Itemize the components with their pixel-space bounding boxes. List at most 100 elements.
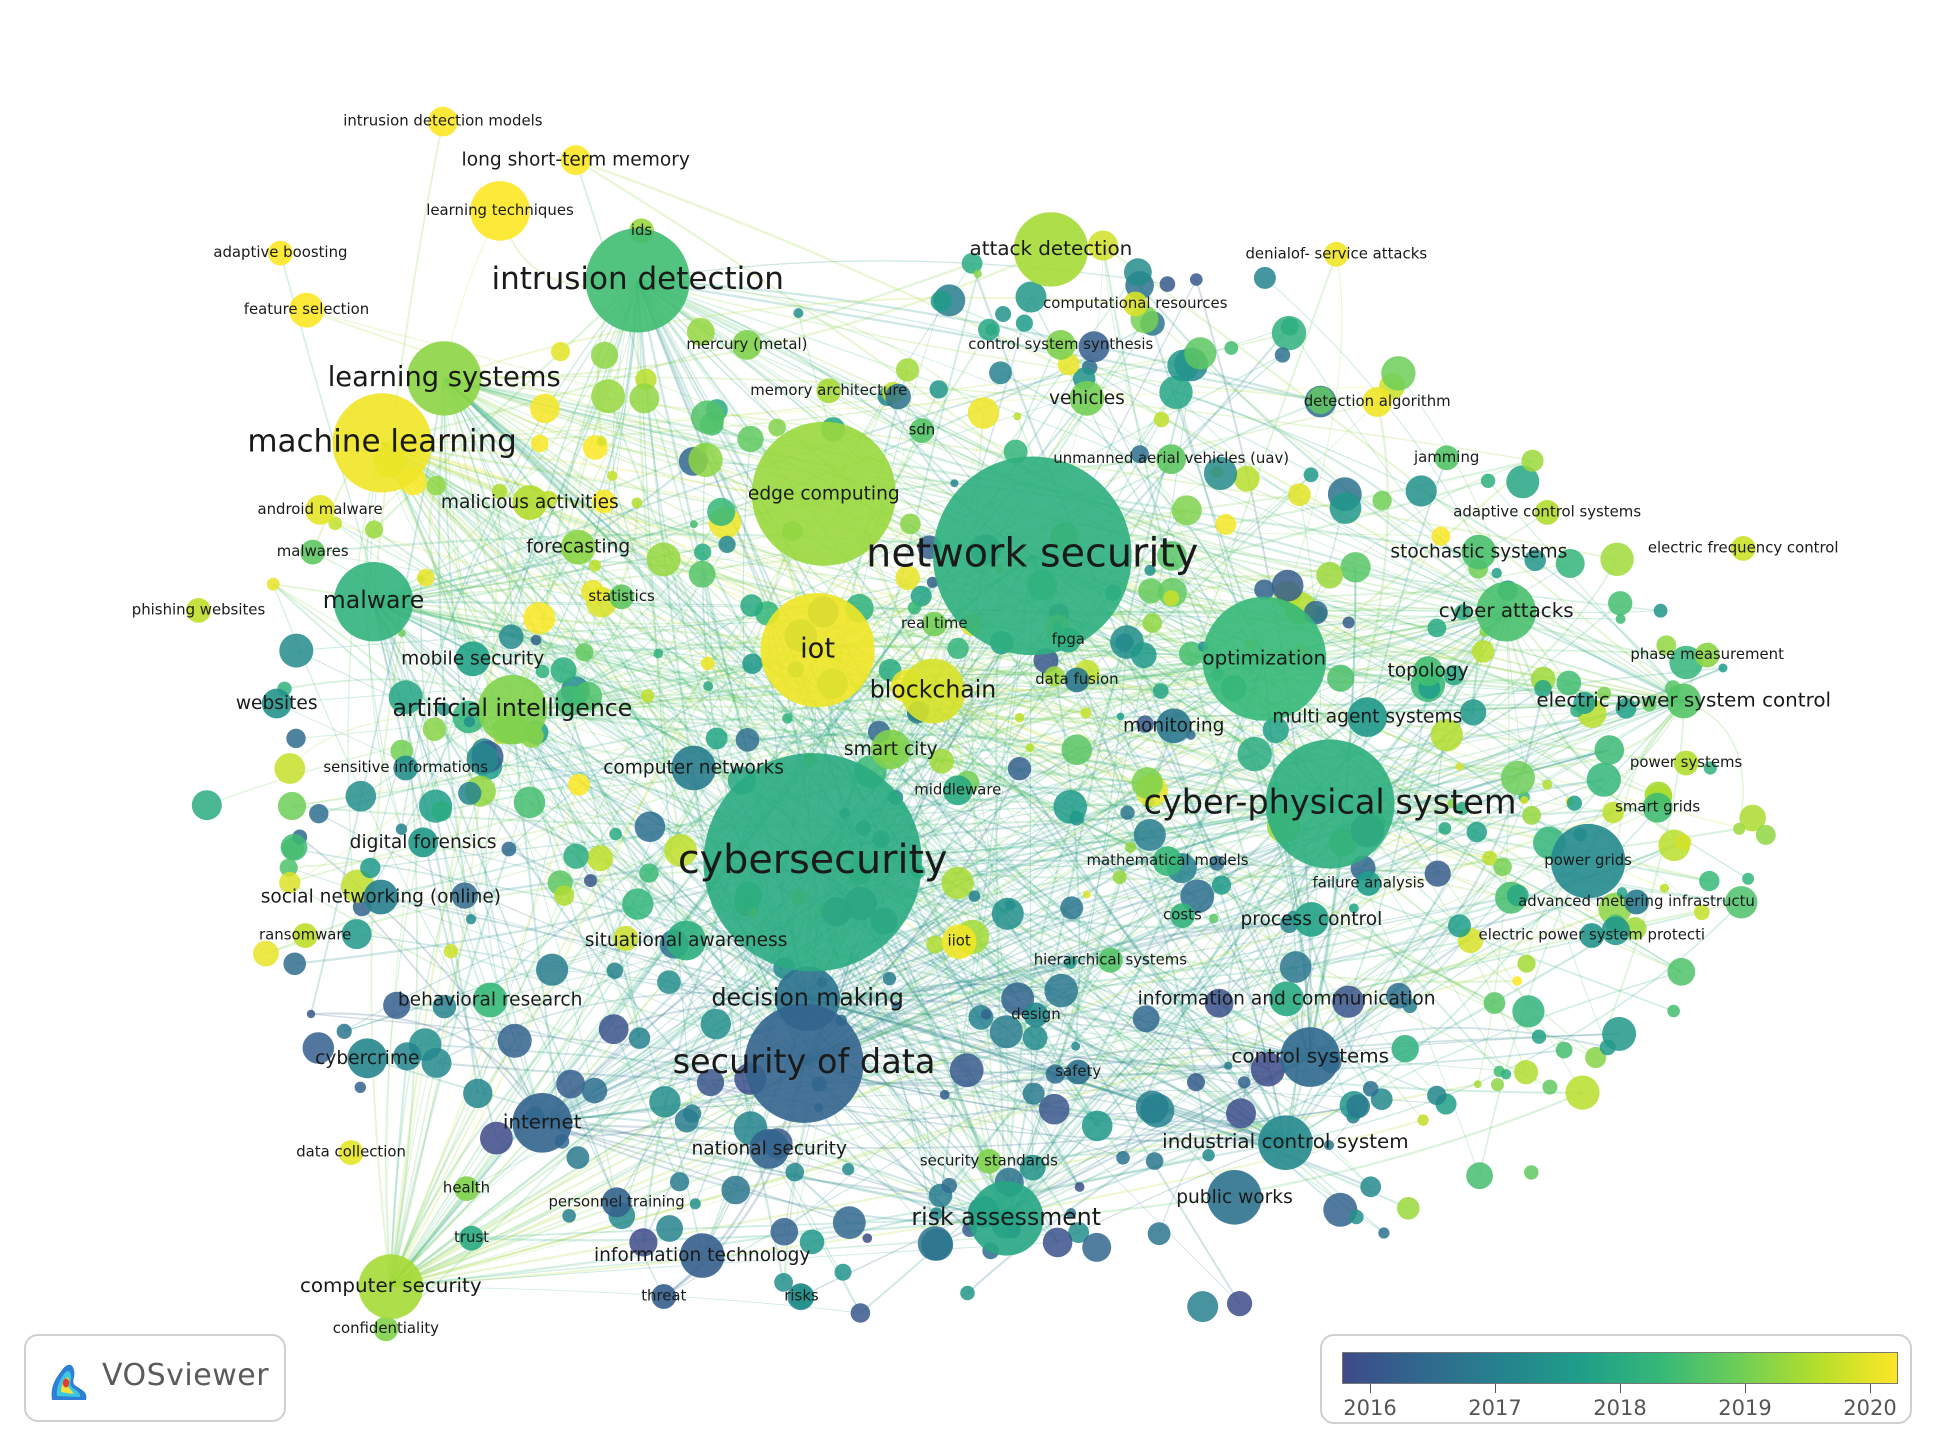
term-node-unlabeled[interactable] <box>770 1217 799 1246</box>
term-node-unlabeled[interactable] <box>536 953 569 986</box>
term-node-unlabeled[interactable] <box>1483 992 1506 1014</box>
term-node-unlabeled[interactable] <box>341 919 372 950</box>
term-node-unlabeled[interactable] <box>1500 1069 1512 1080</box>
term-node-unlabeled[interactable] <box>286 728 306 749</box>
term-node-unlabeled[interactable] <box>1598 892 1632 926</box>
term-label[interactable]: computational resources <box>1043 294 1228 312</box>
term-node-unlabeled[interactable] <box>926 935 945 954</box>
term-node-unlabeled[interactable] <box>1466 1162 1493 1190</box>
term-label[interactable]: denialof- service attacks <box>1245 244 1427 262</box>
term-node-unlabeled[interactable] <box>1184 337 1217 370</box>
term-label[interactable]: statistics <box>588 587 655 605</box>
term-node-unlabeled[interactable] <box>1180 879 1215 914</box>
term-node-unlabeled[interactable] <box>393 1042 422 1071</box>
term-node-unlabeled[interactable] <box>1608 591 1633 616</box>
term-node-unlabeled[interactable] <box>530 434 549 453</box>
term-label[interactable]: computer security <box>300 1274 482 1297</box>
term-node-unlabeled[interactable] <box>950 479 959 488</box>
term-node-unlabeled[interactable] <box>968 890 981 902</box>
term-node-unlabeled[interactable] <box>1209 855 1225 871</box>
term-node-unlabeled[interactable] <box>1506 884 1529 907</box>
term-node-unlabeled[interactable] <box>1493 857 1512 877</box>
term-node-unlabeled[interactable] <box>1602 801 1624 824</box>
term-label[interactable]: attack detection <box>970 237 1133 260</box>
term-node-unlabeled[interactable] <box>631 497 643 509</box>
term-node-unlabeled[interactable] <box>1491 1078 1504 1092</box>
term-node-unlabeled[interactable] <box>1594 735 1625 765</box>
term-node[interactable] <box>407 341 482 416</box>
term-node-unlabeled[interactable] <box>657 970 681 994</box>
term-label[interactable]: vehicles <box>1049 388 1125 409</box>
term-node[interactable] <box>1202 596 1327 721</box>
term-label[interactable]: control system synthesis <box>968 335 1153 353</box>
term-node-unlabeled[interactable] <box>700 1008 731 1040</box>
term-label[interactable]: stochastic systems <box>1390 542 1567 563</box>
term-node-unlabeled[interactable] <box>1019 1154 1046 1181</box>
term-node-unlabeled[interactable] <box>939 1089 950 1100</box>
term-node-unlabeled[interactable] <box>1512 976 1522 986</box>
term-node-unlabeled[interactable] <box>1656 635 1677 656</box>
term-node-unlabeled[interactable] <box>279 858 298 877</box>
term-node-unlabeled[interactable] <box>674 1108 699 1133</box>
term-node-unlabeled[interactable] <box>1521 449 1544 472</box>
term-node[interactable] <box>1170 903 1195 928</box>
term-label[interactable]: cyber-physical system <box>1144 783 1517 822</box>
term-label[interactable]: smart grids <box>1615 798 1700 816</box>
term-node-unlabeled[interactable] <box>609 827 622 841</box>
term-node-unlabeled[interactable] <box>707 497 736 526</box>
term-node-unlabeled[interactable] <box>1443 664 1465 686</box>
term-node-unlabeled[interactable] <box>1565 1075 1600 1110</box>
term-label[interactable]: process control <box>1240 909 1382 930</box>
term-node-unlabeled[interactable] <box>1340 552 1371 583</box>
term-node-unlabeled[interactable] <box>1534 680 1552 698</box>
term-node[interactable] <box>601 1187 632 1218</box>
term-node-unlabeled[interactable] <box>1274 347 1291 363</box>
term-node-unlabeled[interactable] <box>1482 850 1498 866</box>
term-node-unlabeled[interactable] <box>556 1069 585 1099</box>
term-node[interactable] <box>289 292 324 328</box>
term-node-unlabeled[interactable] <box>1555 1041 1573 1059</box>
term-label[interactable]: electric frequency control <box>1648 538 1839 556</box>
term-label[interactable]: edge computing <box>748 483 900 504</box>
term-node-unlabeled[interactable] <box>1585 1046 1607 1069</box>
term-node-unlabeled[interactable] <box>981 1009 992 1020</box>
term-node-unlabeled[interactable] <box>629 383 660 414</box>
term-node-unlabeled[interactable] <box>907 601 922 615</box>
term-node-unlabeled[interactable] <box>718 535 736 554</box>
term-node[interactable] <box>477 675 548 745</box>
term-node-unlabeled[interactable] <box>978 318 1000 341</box>
term-node-unlabeled[interactable] <box>458 781 482 805</box>
term-node-unlabeled[interactable] <box>354 1081 366 1094</box>
term-label[interactable]: data fusion <box>1035 670 1118 688</box>
term-node[interactable] <box>1579 923 1605 948</box>
term-node-unlabeled[interactable] <box>1025 743 1035 753</box>
term-node-unlabeled[interactable] <box>1586 762 1621 797</box>
term-node[interactable] <box>373 1316 399 1342</box>
term-node-unlabeled[interactable] <box>1187 1291 1219 1323</box>
term-node-unlabeled[interactable] <box>550 657 577 684</box>
term-node-unlabeled[interactable] <box>1171 495 1202 526</box>
term-node-unlabeled[interactable] <box>530 393 560 424</box>
term-label[interactable]: forecasting <box>526 537 630 558</box>
term-node-unlabeled[interactable] <box>563 843 589 869</box>
term-node-unlabeled[interactable] <box>973 269 982 278</box>
term-node[interactable] <box>470 181 530 241</box>
term-label[interactable]: learning systems <box>328 362 561 393</box>
term-node-unlabeled[interactable] <box>1088 230 1118 261</box>
term-node-unlabeled[interactable] <box>891 1001 901 1011</box>
term-label[interactable]: blockchain <box>870 676 997 704</box>
term-node-unlabeled[interactable] <box>1068 1222 1090 1244</box>
term-node-unlabeled[interactable] <box>1060 896 1084 920</box>
term-node-unlabeled[interactable] <box>1078 331 1110 363</box>
term-node-unlabeled[interactable] <box>431 800 452 822</box>
term-node-unlabeled[interactable] <box>885 383 911 410</box>
term-node-unlabeled[interactable] <box>1694 904 1710 921</box>
term-node-unlabeled[interactable] <box>592 489 616 514</box>
term-node[interactable] <box>347 1038 388 1079</box>
term-node[interactable] <box>941 924 977 960</box>
term-node-unlabeled[interactable] <box>1600 542 1634 576</box>
term-node-unlabeled[interactable] <box>395 823 408 835</box>
term-label[interactable]: electric power system control <box>1536 689 1831 712</box>
term-node-unlabeled[interactable] <box>1725 886 1758 919</box>
term-node-unlabeled[interactable] <box>694 543 712 561</box>
